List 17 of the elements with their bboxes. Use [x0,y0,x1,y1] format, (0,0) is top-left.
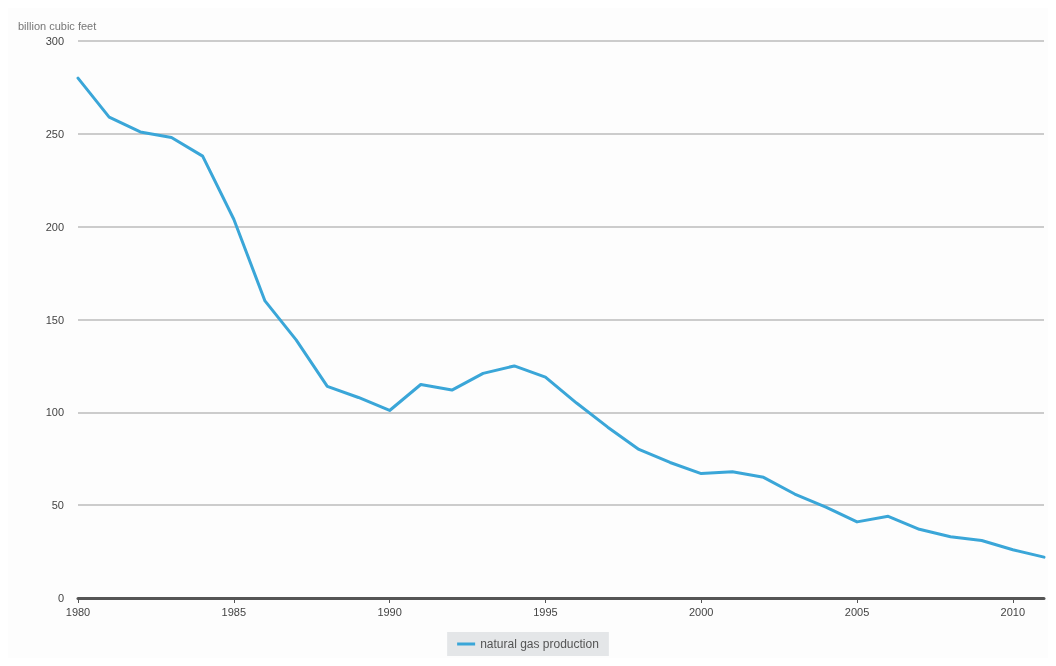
y-tick-label: 0 [57,592,64,604]
y-tick-label: 250 [45,127,64,140]
x-tick-label: 1980 [65,605,91,618]
x-tick-label: 2010 [1000,605,1026,618]
y-tick-label: 100 [45,406,64,419]
y-axis-title: billion cubic feet [18,19,97,32]
x-tick-label: 1985 [221,605,247,618]
legend-label: natural gas production [480,637,599,651]
y-tick-label: 50 [51,499,64,512]
x-tick-label: 1990 [377,605,402,618]
line-series [76,76,1046,559]
y-tick-label: 300 [45,35,64,47]
x-tick-label: 1995 [533,605,558,618]
x-tick-label: 2000 [688,605,714,618]
y-tick-label: 150 [45,313,64,326]
y-tick-label: 200 [45,220,64,233]
x-tick-label: 2005 [844,605,870,618]
